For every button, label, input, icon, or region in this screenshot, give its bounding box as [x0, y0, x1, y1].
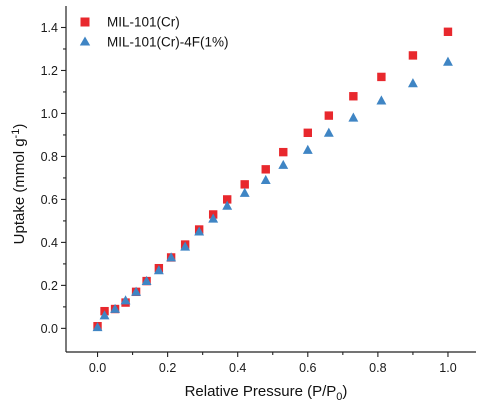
- x-tick-label: 0.4: [229, 361, 246, 375]
- data-points: [92, 27, 453, 332]
- data-point-square: [443, 27, 453, 36]
- y-tick-label: 1.4: [41, 21, 58, 35]
- data-point-triangle: [348, 112, 359, 122]
- x-tick-label: 1.0: [439, 361, 456, 375]
- data-point-triangle: [194, 226, 205, 236]
- legend-marker-triangle: [79, 36, 91, 46]
- data-point-triangle: [166, 252, 177, 262]
- x-tick-label: 0.8: [369, 361, 386, 375]
- data-point-triangle: [120, 295, 131, 305]
- data-point-triangle: [153, 265, 164, 275]
- data-point-square: [349, 92, 358, 101]
- data-point-triangle: [376, 95, 387, 105]
- legend-marker-square: [80, 17, 90, 27]
- x-tick-label: 0.6: [299, 361, 316, 375]
- data-point-triangle: [180, 241, 191, 251]
- data-point-triangle: [208, 213, 219, 223]
- y-tick-label: 0.0: [41, 322, 58, 336]
- y-tick-label: 1.2: [41, 64, 58, 78]
- data-point-triangle: [222, 200, 233, 210]
- data-point-triangle: [260, 174, 271, 184]
- data-point-triangle: [278, 159, 289, 169]
- data-point-square: [240, 180, 249, 189]
- y-tick-label: 0.6: [41, 193, 58, 207]
- data-point-triangle: [443, 56, 453, 66]
- axis-ticks: 0.0 0.2 0.4 0.6 0.8 1.0 0.0 0.2 0.4 0.6 0.8 1.0 1.2 1…: [41, 21, 457, 375]
- x-tick-label: 0.0: [89, 361, 106, 375]
- data-point-square: [261, 165, 270, 174]
- data-point-square: [324, 111, 334, 120]
- data-point-square: [279, 147, 288, 157]
- data-point-triangle: [110, 303, 120, 313]
- data-point-triangle: [239, 187, 250, 197]
- plot-axes: [65, 6, 476, 353]
- data-point-triangle: [407, 78, 418, 88]
- legend: MIL-101(Cr) MIL-101(Cr)-4F(1%): [79, 15, 229, 50]
- x-axis-title: Relative Pressure (P/P0): [185, 383, 348, 403]
- y-axis-title: Uptake (mmol g-1): [10, 124, 28, 245]
- data-point-square: [303, 128, 312, 137]
- data-point-triangle: [131, 286, 142, 296]
- data-point-triangle: [99, 310, 110, 320]
- data-point-triangle: [141, 275, 152, 285]
- y-tick-label: 0.2: [41, 279, 58, 293]
- data-point-triangle: [323, 127, 334, 137]
- data-point-square: [408, 51, 418, 60]
- legend-label-series-2: MIL-101(Cr)-4F(1%): [107, 35, 229, 50]
- y-tick-label: 0.4: [41, 236, 58, 250]
- data-point-square: [377, 72, 386, 82]
- data-point-triangle: [92, 322, 103, 332]
- x-tick-label: 0.2: [159, 361, 176, 375]
- data-point-triangle: [302, 144, 313, 154]
- data-point-square: [222, 195, 232, 204]
- y-tick-label: 1.0: [41, 107, 58, 121]
- y-tick-label: 0.8: [41, 150, 58, 164]
- legend-label-series-1: MIL-101(Cr): [107, 15, 180, 30]
